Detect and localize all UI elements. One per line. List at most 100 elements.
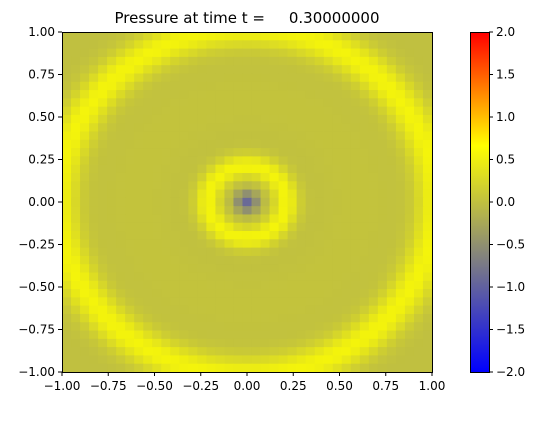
- y-tick-label: 0.00: [28, 195, 55, 209]
- heatmap-cell: [260, 131, 271, 141]
- heatmap-cell: [152, 148, 162, 157]
- heatmap-cell: [332, 106, 343, 116]
- heatmap-cell: [152, 355, 162, 365]
- heatmap-cell: [305, 197, 316, 207]
- heatmap-cell: [206, 330, 217, 340]
- heatmap-cell: [80, 322, 90, 332]
- heatmap-cell: [107, 90, 117, 99]
- heatmap-cell: [278, 347, 289, 357]
- heatmap-cell: [242, 338, 253, 348]
- heatmap-cell: [188, 305, 198, 315]
- heatmap-cell: [107, 247, 117, 257]
- heatmap-cell: [179, 139, 189, 149]
- heatmap-cell: [404, 297, 415, 307]
- heatmap-cell: [386, 106, 397, 116]
- heatmap-cell: [260, 280, 271, 290]
- heatmap-cell: [242, 239, 253, 249]
- heatmap-cell: [341, 197, 352, 207]
- heatmap-cell: [233, 347, 244, 357]
- heatmap-cell: [179, 65, 189, 75]
- heatmap-cell: [314, 264, 325, 274]
- heatmap-cell: [386, 355, 397, 365]
- heatmap-cell: [152, 189, 162, 199]
- heatmap-cell: [350, 330, 361, 340]
- heatmap-cell: [143, 40, 153, 50]
- heatmap-cell: [161, 139, 171, 149]
- heatmap-cell: [62, 32, 72, 41]
- heatmap-cell: [188, 272, 198, 282]
- heatmap-cell: [98, 247, 108, 257]
- heatmap-cell: [296, 156, 307, 166]
- heatmap-cell: [350, 355, 361, 365]
- heatmap-cell: [233, 272, 244, 282]
- heatmap-cell: [116, 164, 126, 174]
- heatmap-cell: [251, 172, 262, 182]
- heatmap-cell: [404, 338, 415, 348]
- heatmap-cell: [368, 65, 379, 75]
- heatmap-cell: [98, 322, 108, 332]
- heatmap-cell: [125, 305, 135, 315]
- heatmap-cell: [170, 247, 180, 257]
- heatmap-cell: [107, 214, 117, 224]
- heatmap-cell: [107, 355, 117, 365]
- heatmap-cell: [296, 164, 307, 174]
- heatmap-cell: [296, 189, 307, 199]
- heatmap-cell: [350, 214, 361, 224]
- heatmap-cell: [224, 123, 235, 133]
- heatmap-cell: [206, 363, 217, 373]
- heatmap-cell: [260, 264, 271, 274]
- heatmap-cell: [89, 56, 99, 66]
- heatmap-cell: [314, 65, 325, 75]
- heatmap-cell: [251, 106, 262, 116]
- heatmap-cell: [350, 172, 361, 182]
- heatmap-cell: [269, 48, 280, 58]
- heatmap-cell: [368, 222, 379, 232]
- heatmap-cell: [287, 65, 298, 75]
- heatmap-cell: [116, 48, 126, 58]
- heatmap-cell: [269, 338, 280, 348]
- heatmap-cell: [215, 189, 226, 199]
- heatmap-cell: [125, 363, 135, 373]
- heatmap-cell: [197, 181, 207, 191]
- heatmap-cell: [215, 330, 226, 340]
- heatmap-cell: [341, 355, 352, 365]
- heatmap-cell: [170, 148, 180, 157]
- heatmap-cell: [314, 40, 325, 50]
- heatmap-cell: [188, 32, 198, 41]
- heatmap-cell: [80, 48, 90, 58]
- heatmap-cell: [152, 297, 162, 307]
- heatmap-cell: [314, 330, 325, 340]
- heatmap-cell: [80, 172, 90, 182]
- heatmap-cell: [386, 32, 397, 41]
- heatmap-cell: [341, 65, 352, 75]
- heatmap-cell: [215, 197, 226, 207]
- heatmap-cell: [314, 98, 325, 108]
- heatmap-cell: [287, 330, 298, 340]
- heatmap-cell: [260, 355, 271, 365]
- heatmap-cell: [395, 338, 406, 348]
- heatmap-cell: [188, 214, 198, 224]
- heatmap-cell: [215, 114, 226, 124]
- heatmap-cell: [107, 313, 117, 323]
- heatmap-cell: [179, 123, 189, 133]
- heatmap-cell: [251, 338, 262, 348]
- heatmap-cell: [134, 32, 144, 41]
- heatmap-cell: [161, 289, 171, 298]
- heatmap-cell: [395, 164, 406, 174]
- heatmap-cell: [296, 81, 307, 91]
- heatmap-cell: [188, 73, 198, 83]
- heatmap-cell: [323, 289, 334, 298]
- heatmap-cell: [422, 347, 433, 357]
- heatmap-cell: [197, 164, 207, 174]
- heatmap-cell: [179, 156, 189, 166]
- heatmap-cell: [134, 297, 144, 307]
- heatmap-cell: [89, 48, 99, 58]
- heatmap-cell: [233, 330, 244, 340]
- heatmap-cell: [278, 114, 289, 124]
- heatmap-cell: [314, 247, 325, 257]
- heatmap-cell: [332, 347, 343, 357]
- heatmap-cell: [98, 114, 108, 124]
- heatmap-cell: [395, 247, 406, 257]
- heatmap-cell: [188, 355, 198, 365]
- heatmap-cell: [62, 255, 72, 265]
